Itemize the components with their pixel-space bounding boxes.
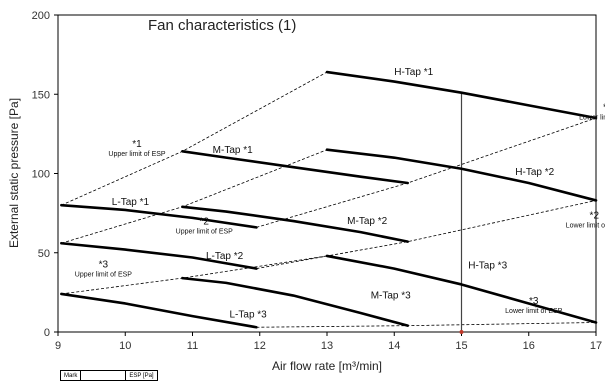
curve-label: H-Tap *2 <box>515 167 554 178</box>
y-tick-label: 100 <box>32 169 50 181</box>
tap-curves <box>60 70 598 329</box>
series-line-m-tap-3 <box>181 276 410 327</box>
annotation-text: Upper limit of ESP <box>75 272 133 279</box>
x-axis-label: Air flow rate [m³/min] <box>272 359 382 373</box>
series-line-l-tap-1 <box>60 203 258 229</box>
annotation-text: Upper limit of ESP <box>108 151 166 158</box>
curve-label: L-Tap *2 <box>206 251 244 262</box>
series-line-l-tap-2 <box>60 241 258 270</box>
curve-label: H-Tap *1 <box>394 67 433 78</box>
annotation-text: Upper limit of ESP <box>176 229 234 236</box>
y-tick-label: 0 <box>44 327 50 339</box>
annotation-mark: *3 <box>529 296 539 307</box>
annotation-mark: *2 <box>200 217 210 228</box>
x-tick-label: 10 <box>119 340 131 352</box>
axes: 9 10 11 12 13 14 15 16 17 0 50 100 150 200 <box>32 10 602 352</box>
annotation-text: Lower limit of ESP <box>566 222 605 229</box>
annotation-text: Lower limit of ESP <box>505 308 563 315</box>
series-line-m-tap-2 <box>181 205 410 243</box>
x-tick-label: 14 <box>388 340 400 352</box>
x-tick-label: 16 <box>523 340 535 352</box>
annotation-mark: *3 <box>99 260 109 271</box>
table-cell-mark: Mark <box>59 370 82 381</box>
x-tick-label: 12 <box>254 340 266 352</box>
series-line-h-tap-1 <box>325 70 598 120</box>
x-tick-label: 17 <box>590 340 602 352</box>
table-cell-esp: ESP [Pa] <box>125 370 158 381</box>
y-tick-label: 50 <box>38 248 50 260</box>
x-tick-label: 9 <box>55 340 61 352</box>
x-tick-label: 11 <box>187 340 198 352</box>
curve-label: L-Tap *1 <box>112 197 150 208</box>
curve-label: M-Tap *1 <box>213 145 253 156</box>
curve-label: M-Tap *2 <box>347 216 387 227</box>
series-line-h-tap-2 <box>325 148 598 202</box>
curve-labels: H-Tap *1 M-Tap *1 L-Tap *1 H-Tap *2 M-Tap *2… <box>112 67 555 321</box>
operating-point-marker <box>459 330 464 334</box>
table-row: Mark ESP [Pa] <box>59 370 158 381</box>
x-tick-label: 13 <box>321 340 333 352</box>
series-line-m-tap-1 <box>181 150 410 185</box>
curve-label: H-Tap *3 <box>468 261 507 272</box>
annotation-text: Lower limit of ESP <box>579 115 605 122</box>
curve-label: M-Tap *3 <box>371 291 411 302</box>
annotation-mark: *1 <box>603 103 605 114</box>
y-axis-label: External static pressure [Pa] <box>7 98 21 248</box>
table-cell-blank <box>80 370 127 381</box>
annotation-mark: *2 <box>590 210 600 221</box>
y-tick-label: 200 <box>32 10 50 22</box>
lower-limit-line <box>256 200 597 269</box>
mark-esp-table: Mark ESP [Pa] <box>59 370 158 381</box>
chart-title: Fan characteristics (1) <box>148 17 296 34</box>
annotation-mark: *1 <box>132 139 142 150</box>
x-tick-label: 15 <box>455 340 467 352</box>
series-line-l-tap-3 <box>60 292 258 329</box>
y-tick-label: 150 <box>32 89 50 101</box>
series-line-h-tap-3 <box>325 254 598 324</box>
curve-label: L-Tap *3 <box>229 310 267 321</box>
